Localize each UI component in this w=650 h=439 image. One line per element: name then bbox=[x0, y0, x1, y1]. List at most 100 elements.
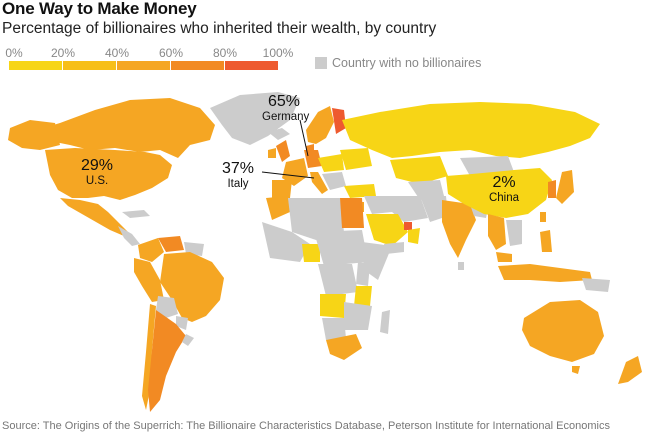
zambia-moz bbox=[344, 302, 372, 330]
no-billionaires-label: Country with no billionaires bbox=[332, 56, 482, 70]
color-scale-legend: 0% 20% 40% 60% 80% 100% bbox=[0, 46, 300, 72]
scale-tick-40: 40% bbox=[104, 46, 130, 60]
italy-percent: 37% bbox=[221, 160, 255, 177]
china-name: China bbox=[488, 192, 520, 204]
mongolia bbox=[460, 156, 514, 176]
germany-name: Germany bbox=[262, 111, 310, 123]
italy-leader-line bbox=[261, 171, 315, 179]
italy-callout: 37% Italy bbox=[214, 161, 262, 191]
france bbox=[282, 158, 308, 186]
paraguay bbox=[176, 316, 188, 330]
usa bbox=[45, 148, 172, 200]
uruguay bbox=[182, 334, 194, 346]
scale-bin-0-20 bbox=[9, 61, 62, 70]
us-name: U.S. bbox=[85, 175, 109, 187]
finland bbox=[332, 108, 346, 134]
germany-percent: 65% bbox=[267, 93, 301, 110]
world-choropleth-map bbox=[8, 92, 642, 412]
uae bbox=[404, 222, 412, 230]
map-title: One Way to Make Money bbox=[2, 0, 197, 18]
bolivia bbox=[156, 296, 178, 318]
iran bbox=[390, 196, 428, 222]
central-asia bbox=[408, 180, 444, 200]
germany-callout: 65% Germany bbox=[262, 93, 310, 124]
uk bbox=[276, 140, 290, 162]
nigeria bbox=[302, 244, 320, 262]
colombia bbox=[138, 238, 164, 262]
scale-bin-40-60 bbox=[117, 61, 170, 70]
madagascar bbox=[380, 310, 390, 334]
scandinavia bbox=[306, 106, 334, 144]
germany-leader-line bbox=[299, 119, 309, 157]
balkans bbox=[322, 172, 346, 190]
afghanistan-pakistan bbox=[420, 196, 448, 222]
russia bbox=[342, 102, 600, 158]
us-callout: 29% U.S. bbox=[72, 158, 122, 188]
oman bbox=[408, 228, 420, 244]
south-africa bbox=[326, 334, 362, 360]
iraq-syria bbox=[364, 196, 392, 214]
scale-bin-60-80 bbox=[171, 61, 224, 70]
chile bbox=[142, 304, 156, 410]
algeria-libya bbox=[288, 198, 344, 240]
alaska bbox=[8, 120, 60, 150]
sri-lanka bbox=[458, 262, 464, 270]
new-zealand bbox=[618, 356, 642, 384]
canada bbox=[30, 98, 215, 158]
us-percent: 29% bbox=[80, 157, 114, 174]
venezuela bbox=[158, 236, 184, 252]
australia bbox=[522, 300, 604, 362]
ecuador-peru bbox=[134, 258, 164, 302]
argentina bbox=[148, 310, 186, 412]
egypt bbox=[340, 198, 364, 228]
namibia-botswana bbox=[322, 318, 346, 340]
central-europe bbox=[318, 154, 344, 172]
brazil bbox=[160, 252, 224, 322]
indochina bbox=[506, 220, 522, 246]
scale-tick-100: 100% bbox=[262, 46, 294, 60]
iceland bbox=[268, 128, 290, 140]
map-subtitle: Percentage of billionaires who inherited… bbox=[2, 20, 437, 37]
scale-bin-80-100 bbox=[225, 61, 278, 70]
turkey bbox=[344, 184, 376, 198]
indonesia bbox=[498, 264, 592, 282]
no-billionaires-swatch bbox=[315, 57, 327, 69]
tasmania bbox=[572, 366, 580, 374]
taiwan bbox=[540, 212, 546, 222]
china bbox=[446, 168, 552, 218]
kenya bbox=[356, 262, 370, 286]
italy-name: Italy bbox=[227, 178, 249, 190]
morocco bbox=[266, 196, 290, 220]
scale-bin-20-40 bbox=[63, 61, 116, 70]
iberia bbox=[272, 180, 292, 198]
malaysia bbox=[496, 252, 512, 262]
ireland bbox=[268, 148, 276, 158]
tanzania bbox=[354, 286, 372, 306]
germany bbox=[304, 150, 322, 168]
india bbox=[442, 200, 476, 258]
greenland bbox=[210, 92, 300, 145]
source-note: Source: The Origins of the Superrich: Th… bbox=[2, 420, 610, 432]
scale-tick-60: 60% bbox=[158, 46, 184, 60]
saudi-arabia bbox=[366, 214, 408, 246]
korea bbox=[548, 180, 556, 198]
italy bbox=[310, 172, 328, 194]
ethiopia-somalia bbox=[362, 242, 392, 280]
china-percent: 2% bbox=[492, 174, 516, 191]
papua bbox=[582, 278, 610, 292]
central-africa bbox=[318, 264, 358, 296]
ukraine-belarus bbox=[340, 148, 372, 170]
japan bbox=[556, 170, 574, 204]
west-africa bbox=[262, 222, 310, 262]
scale-tick-0: 0% bbox=[5, 46, 23, 60]
angola bbox=[320, 294, 346, 318]
central-america bbox=[118, 226, 140, 246]
philippines bbox=[540, 230, 552, 252]
mexico bbox=[60, 198, 128, 236]
myanmar-thailand bbox=[488, 214, 506, 250]
sudan-chad bbox=[314, 230, 368, 266]
scale-tick-80: 80% bbox=[212, 46, 238, 60]
kazakhstan bbox=[390, 156, 448, 184]
scale-tick-20: 20% bbox=[50, 46, 76, 60]
china-callout: 2% China bbox=[482, 175, 526, 205]
